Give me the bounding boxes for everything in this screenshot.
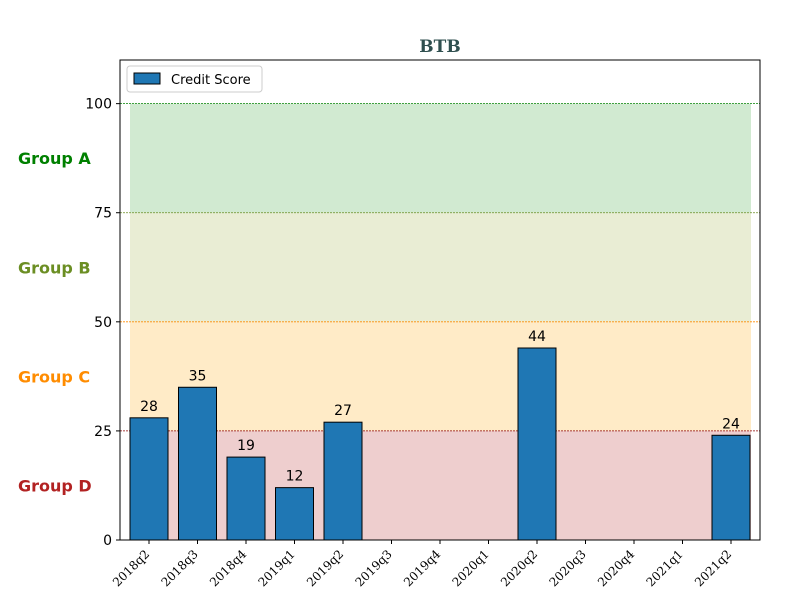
legend-label: Credit Score (171, 73, 251, 88)
bar-2021q2 (711, 434, 751, 541)
x-tick-label: 2020q4 (595, 547, 638, 590)
bar-value-label: 44 (528, 329, 546, 345)
x-tick-label: 2019q2 (304, 547, 346, 589)
bar-2019q2 (323, 421, 363, 541)
bar-value-label: 24 (722, 416, 740, 432)
bar-2018q4 (226, 456, 266, 541)
y-tick-label: 50 (94, 315, 112, 331)
band-3 (130, 321, 751, 431)
legend[interactable]: Credit Score (126, 65, 263, 93)
bar-value-label: 19 (237, 438, 255, 454)
group-label-1: Group A (18, 149, 91, 168)
bar-value-label: 35 (189, 368, 207, 384)
legend-box (126, 65, 263, 93)
bar-2018q3 (178, 386, 217, 541)
bar-value-label: 27 (334, 403, 352, 419)
band-4 (130, 430, 751, 540)
x-tick-label: 2019q1 (255, 547, 297, 589)
bars-layer: 28 35 19 12 27 44 24 (129, 329, 751, 541)
y-tick-label: 100 (85, 97, 112, 113)
x-tick-label: 2018q4 (207, 547, 250, 590)
legend-swatch (133, 72, 161, 85)
band-1 (130, 103, 751, 213)
bar-2019q1 (275, 487, 314, 541)
x-tick-label: 2021q1 (643, 547, 685, 589)
group-label-4: Group D (18, 476, 92, 495)
x-tick-label: 2021q2 (692, 547, 734, 589)
bar-value-label: 12 (286, 469, 304, 485)
group-label-2: Group B (18, 258, 91, 277)
y-tick-label: 75 (94, 206, 112, 222)
x-tick-label: 2018q2 (110, 547, 152, 589)
x-tick-label: 2018q3 (158, 547, 200, 589)
bar-value-label: 28 (140, 399, 158, 415)
x-tick-label: 2019q4 (401, 547, 444, 590)
x-tick-label: 2019q3 (352, 547, 394, 589)
x-tick-label: 2020q3 (546, 547, 588, 589)
bar-2020q2 (517, 347, 557, 541)
y-tick-label: 0 (103, 533, 112, 549)
group-label-3: Group C (18, 367, 90, 386)
chart-title: BTB (419, 37, 460, 57)
y-tick-label: 25 (94, 424, 112, 440)
bar-2018q2 (129, 417, 169, 541)
x-tick-label: 2020q2 (498, 547, 540, 589)
band-2 (130, 212, 751, 322)
x-tick-label: 2020q1 (449, 547, 491, 589)
